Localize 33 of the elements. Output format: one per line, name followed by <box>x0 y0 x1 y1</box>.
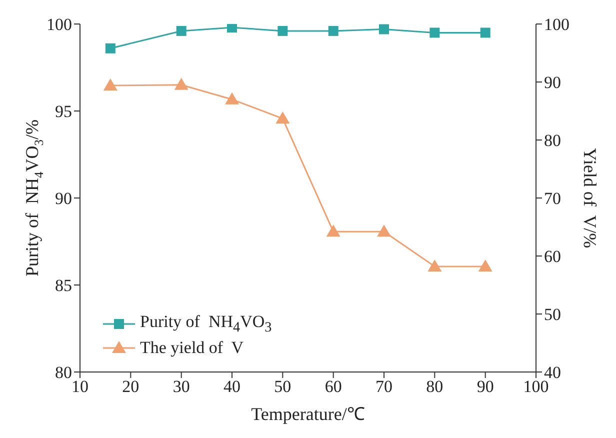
x-axis-title: Temperature/℃ <box>251 404 365 424</box>
x-tick-label: 70 <box>376 377 392 396</box>
point <box>377 224 391 237</box>
x-tick-label: 30 <box>172 377 190 396</box>
x-tick-label: 20 <box>122 377 140 396</box>
legend-label: Purity of NH$_{4}$VO$_{3}$ <box>140 312 272 336</box>
y2-tick-label: 70 <box>544 189 561 208</box>
y-tick-label: 80 <box>55 363 72 382</box>
y2-tick-label: 80 <box>544 131 561 150</box>
y2-tick-label: 50 <box>544 305 561 324</box>
y2-axis-title: Yield of V/% <box>580 148 600 248</box>
y2-tick-label: 100 <box>544 15 570 34</box>
x-tick-label: 90 <box>476 377 494 396</box>
point <box>174 78 188 90</box>
y2-tick-label: 90 <box>544 73 561 92</box>
x-tick-label: 50 <box>274 377 292 396</box>
point <box>103 78 118 90</box>
point <box>276 112 290 124</box>
x-tick-label: 100 <box>523 377 549 396</box>
x-tick-label: 10 <box>72 377 88 396</box>
point <box>225 92 239 104</box>
legend-label: The yield of V <box>140 338 244 358</box>
x-tick-label: 80 <box>426 377 444 396</box>
x-tick-label: 60 <box>324 377 342 396</box>
point <box>428 259 442 272</box>
y-tick-label: 95 <box>55 102 72 122</box>
y-tick-label: 90 <box>55 189 72 208</box>
y-tick-label: 100 <box>46 15 72 34</box>
point <box>326 224 340 237</box>
y-tick-label: 85 <box>55 276 72 296</box>
x-tick-label: 40 <box>224 377 240 396</box>
y2-tick-label: 60 <box>544 247 561 266</box>
point <box>478 259 492 272</box>
